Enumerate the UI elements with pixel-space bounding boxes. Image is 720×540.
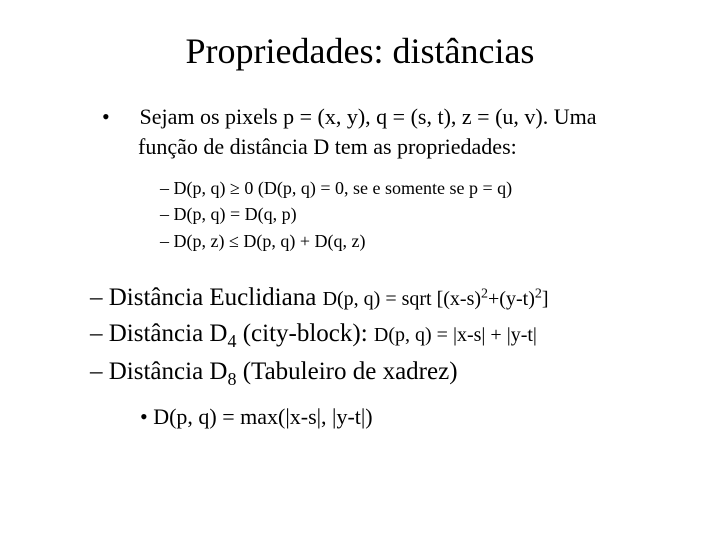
d4-mid: (city-block): — [236, 320, 373, 347]
d8-prefix: Distância D — [109, 358, 228, 385]
d8-sub-bullet: • D(p, q) = max(|x-s|, |y-t|) — [140, 400, 670, 433]
euclidean-line: – Distância Euclidiana D(p, q) = sqrt [(… — [90, 280, 670, 316]
dash-icon: – — [160, 178, 169, 198]
bullet-dot-icon: • — [140, 404, 148, 429]
slide-title: Propriedades: distâncias — [50, 30, 670, 72]
dash-icon: – — [90, 358, 103, 385]
euclid-prefix: Distância Euclidiana — [109, 284, 323, 311]
euclid-a: D(p, q) = sqrt [(x-s) — [323, 288, 481, 310]
dash-icon: – — [160, 204, 169, 224]
property-1-text: D(p, q) ≥ 0 (D(p, q) = 0, se e somente s… — [174, 178, 513, 198]
d4-prefix: Distância D — [109, 320, 228, 347]
d8-formula: D(p, q) = max(|x-s|, |y-t|) — [153, 404, 372, 429]
dash-icon: – — [90, 284, 103, 311]
d4-line: – Distância D4 (city-block): D(p, q) = |… — [90, 316, 670, 354]
d8-mid: (Tabuleiro de xadrez) — [236, 358, 457, 385]
intro-bullet: • Sejam os pixels p = (x, y), q = (s, t)… — [120, 102, 670, 161]
super-2-icon: 2 — [481, 286, 488, 301]
property-3-text: D(p, z) ≤ D(p, q) + D(q, z) — [174, 231, 366, 251]
dash-icon: – — [160, 231, 169, 251]
property-2-text: D(p, q) = D(q, p) — [174, 204, 297, 224]
super-2-icon: 2 — [535, 286, 542, 301]
intro-text-line2: função de distância D tem as propriedade… — [138, 134, 517, 159]
dash-icon: – — [90, 320, 103, 347]
property-1: – D(p, q) ≥ 0 (D(p, q) = 0, se e somente… — [160, 175, 670, 201]
d4-formula: D(p, q) = |x-s| + |y-t| — [374, 324, 537, 346]
bullet-dot-icon: • — [120, 102, 134, 132]
property-3: – D(p, z) ≤ D(p, q) + D(q, z) — [160, 228, 670, 254]
d8-line: – Distância D8 (Tabuleiro de xadrez) — [90, 354, 670, 392]
euclid-b: +(y-t) — [488, 288, 535, 310]
euclid-c: ] — [542, 288, 549, 310]
property-2: – D(p, q) = D(q, p) — [160, 201, 670, 227]
slide-container: Propriedades: distâncias • Sejam os pixe… — [0, 0, 720, 453]
intro-text-line1: Sejam os pixels p = (x, y), q = (s, t), … — [140, 104, 597, 129]
